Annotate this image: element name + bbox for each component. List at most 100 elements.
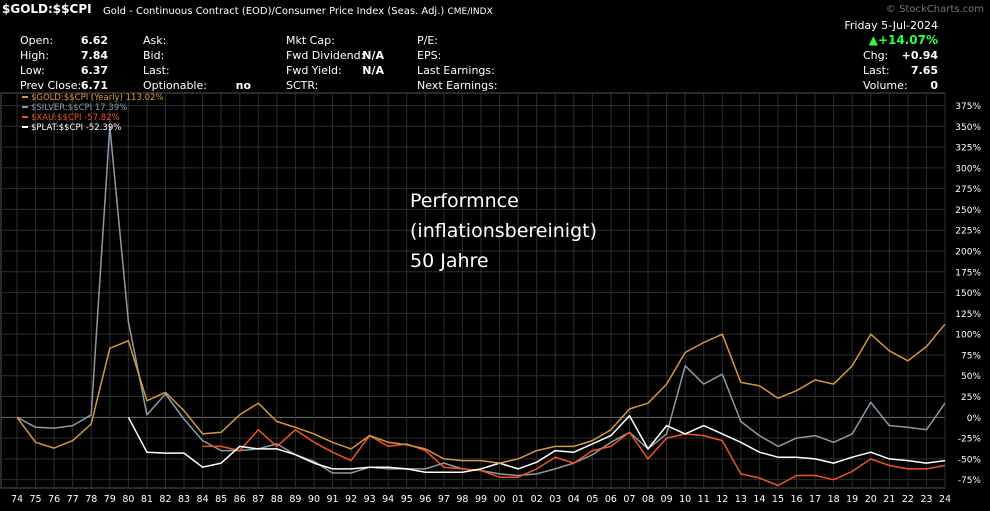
open-label: Open: — [20, 34, 54, 47]
series-line-3 — [127, 414, 946, 473]
x-tick-label: 11 — [698, 494, 710, 505]
x-tick-label: 89 — [289, 494, 301, 505]
x-tick-label: 97 — [438, 494, 450, 505]
x-tick-label: 82 — [159, 494, 171, 505]
x-tick-label: 08 — [642, 494, 654, 505]
x-tick-label: 07 — [623, 494, 635, 505]
y-tick-label: 0% — [967, 414, 982, 424]
y-tick-label: 225% — [955, 227, 981, 237]
x-tick-label: 78 — [85, 494, 97, 505]
x-tick-label: 75 — [30, 494, 42, 505]
x-tick-label: 79 — [104, 494, 116, 505]
x-tick-label: 10 — [679, 494, 691, 505]
x-tick-label: 02 — [531, 494, 543, 505]
low-value: 6.37 — [80, 64, 108, 77]
fwd-dividend-label: Fwd Dividend: — [286, 49, 365, 62]
x-tick-label: 04 — [568, 494, 580, 505]
x-tick-label: 03 — [549, 494, 561, 505]
x-tick-label: 96 — [419, 494, 431, 505]
low-label: Low: — [20, 64, 45, 77]
x-tick-label: 24 — [939, 494, 951, 505]
bid-label: Bid: — [143, 49, 165, 62]
x-tick-label: 15 — [772, 494, 784, 505]
annotation-line: Performnce — [410, 190, 519, 212]
sctr-label: SCTR: — [286, 79, 319, 92]
prev-close-label: Prev Close: — [20, 79, 82, 92]
x-tick-label: 19 — [846, 494, 858, 505]
series-line-0 — [16, 323, 946, 464]
y-tick-label: 150% — [955, 289, 981, 299]
x-tick-label: 74 — [11, 494, 23, 505]
y-tick-label: 50% — [961, 372, 981, 382]
y-tick-label: 325% — [955, 144, 981, 154]
y-tick-label: 75% — [961, 351, 981, 361]
x-tick-label: 14 — [753, 494, 765, 505]
last-price-value: 7.65 — [910, 64, 938, 77]
y-tick-label: -25% — [958, 435, 982, 445]
x-tick-label: 92 — [345, 494, 357, 505]
x-tick-label: 98 — [456, 494, 468, 505]
x-tick-label: 94 — [382, 494, 394, 505]
prev-close-value: 6.71 — [80, 79, 108, 92]
x-tick-label: 81 — [141, 494, 153, 505]
legend-item: $XAU:$$CPI -57.82% — [31, 113, 120, 123]
fwd-yield-value: N/A — [362, 64, 384, 77]
date-text: Friday 5-Jul-2024 — [844, 19, 938, 32]
y-tick-label: 200% — [955, 248, 981, 258]
optionable-label: Optionable: — [143, 79, 207, 92]
pe-label: P/E: — [417, 34, 438, 47]
x-tick-label: 00 — [494, 494, 506, 505]
x-tick-label: 05 — [586, 494, 598, 505]
x-tick-label: 18 — [828, 494, 840, 505]
x-tick-label: 06 — [605, 494, 617, 505]
x-tick-label: 91 — [326, 494, 338, 505]
x-tick-label: 21 — [883, 494, 895, 505]
annotation-line: 50 Jahre — [410, 250, 489, 272]
y-tick-label: 375% — [955, 102, 981, 112]
watermark: © StockCharts.com — [885, 4, 984, 15]
x-tick-label: 13 — [735, 494, 747, 505]
optionable-value: no — [235, 79, 251, 92]
y-tick-label: 25% — [961, 393, 981, 403]
x-tick-label: 84 — [197, 494, 209, 505]
open-value: 6.62 — [80, 34, 108, 47]
x-tick-label: 93 — [364, 494, 376, 505]
high-label: High: — [20, 49, 49, 62]
y-tick-label: 275% — [955, 185, 981, 195]
x-tick-label: 86 — [234, 494, 246, 505]
y-tick-label: -75% — [958, 476, 982, 486]
y-tick-label: 250% — [955, 206, 981, 216]
ticker-symbol: $GOLD:$$CPI — [2, 2, 92, 16]
x-tick-label: 01 — [512, 494, 524, 505]
x-tick-label: 83 — [178, 494, 190, 505]
x-tick-label: 80 — [122, 494, 134, 505]
exchange-text: CME/INDX — [447, 7, 493, 17]
chg-value: +0.94 — [901, 49, 938, 62]
y-tick-label: 100% — [955, 331, 981, 341]
legend-item: $GOLD:$$CPI (Yearly) 113.02% — [31, 93, 163, 103]
x-tick-label: 20 — [865, 494, 877, 505]
fwd-yield-label: Fwd Yield: — [286, 64, 342, 77]
volume-label: Volume: — [863, 79, 908, 92]
x-tick-label: 12 — [716, 494, 728, 505]
x-tick-label: 09 — [661, 494, 673, 505]
last-price-label: Last: — [863, 64, 890, 77]
y-tick-label: 175% — [955, 268, 981, 278]
last-earnings-label: Last Earnings: — [417, 64, 495, 77]
eps-label: EPS: — [417, 49, 442, 62]
volume-value: 0 — [930, 79, 938, 92]
next-earnings-label: Next Earnings: — [417, 79, 498, 92]
y-tick-label: 350% — [955, 123, 981, 133]
x-tick-label: 23 — [920, 494, 932, 505]
chg-label: Chg: — [863, 49, 889, 62]
y-tick-label: 125% — [955, 310, 981, 320]
y-tick-label: 300% — [955, 164, 981, 174]
x-tick-label: 22 — [902, 494, 914, 505]
description-text: Gold - Continuous Contract (EOD)/Consume… — [103, 6, 445, 17]
x-tick-label: 76 — [48, 494, 60, 505]
series-line-2 — [202, 429, 946, 487]
pct-change: ▲+14.07% — [868, 33, 938, 47]
y-tick-label: -50% — [958, 455, 982, 465]
mkt-cap-label: Mkt Cap: — [286, 34, 335, 47]
